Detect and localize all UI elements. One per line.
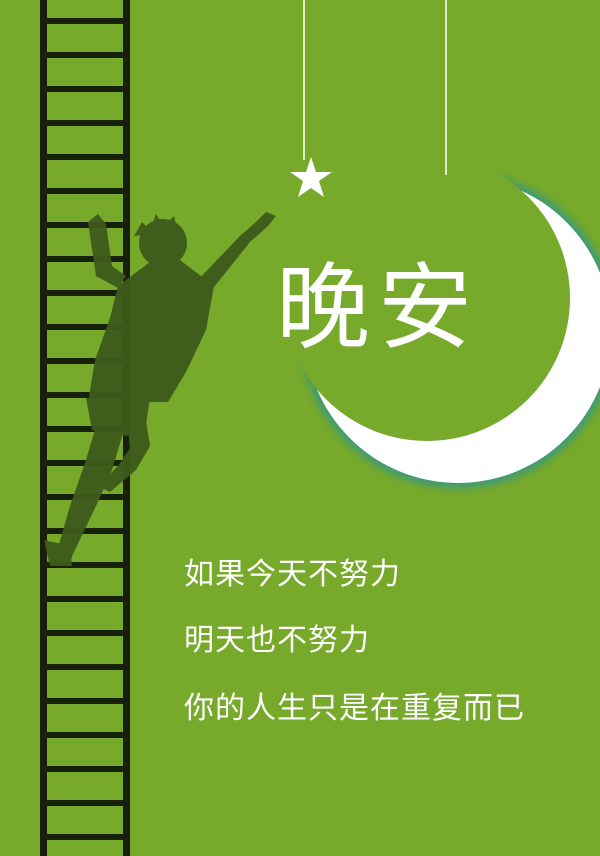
- ladder-rung: [40, 154, 130, 160]
- ladder-rung: [40, 256, 130, 262]
- ladder-rung: [40, 222, 130, 228]
- quote-line-3: 你的人生只是在重复而已: [184, 691, 525, 726]
- ladder-rung: [40, 290, 130, 296]
- quote-line-2: 明天也不努力: [184, 623, 370, 658]
- ladder-rung: [40, 630, 130, 636]
- ladder-rung: [40, 800, 130, 806]
- ladder-rung: [40, 426, 130, 432]
- star-icon: [290, 157, 332, 197]
- ladder-rung: [40, 528, 130, 534]
- ladder-rung: [40, 86, 130, 92]
- ladder-rung: [40, 324, 130, 330]
- ladder-rung: [40, 834, 130, 840]
- ladder-rung: [40, 732, 130, 738]
- ladder-rung: [40, 766, 130, 772]
- crescent-moon-icon: [300, 172, 600, 488]
- ladder-rung: [40, 188, 130, 194]
- ladder-rung: [40, 664, 130, 670]
- ladder-rung: [40, 562, 130, 568]
- ladder-rung: [40, 120, 130, 126]
- quote-line-1: 如果今天不努力: [184, 557, 401, 592]
- climber-silhouette: [44, 212, 276, 566]
- ladder-rung: [40, 392, 130, 398]
- ladder-rung: [40, 596, 130, 602]
- ladder-rung: [40, 358, 130, 364]
- page-title: 晚安: [276, 254, 481, 363]
- ladder-rung: [40, 698, 130, 704]
- ladder-rung: [40, 18, 130, 24]
- ladder-rung: [40, 52, 130, 58]
